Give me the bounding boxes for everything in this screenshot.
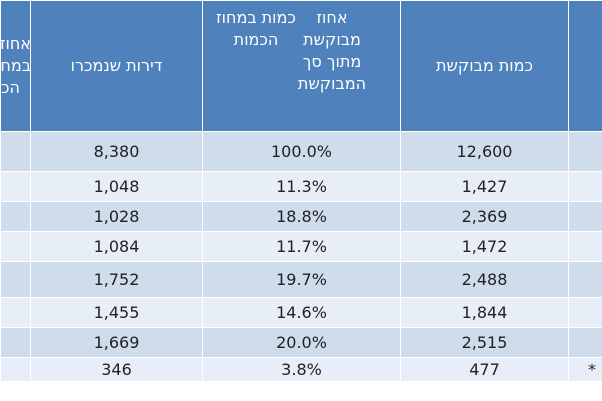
table-row: 1,048 11.3% 1,427 xyxy=(0,171,602,202)
cell-percent: 14.6% xyxy=(202,297,401,328)
header-row: אחוז במחוז הכ דירות שנמכרו כמות במחוז הכ… xyxy=(0,0,602,132)
data-table: אחוז במחוז הכ דירות שנמכרו כמות במחוז הכ… xyxy=(0,0,602,382)
header-blank-column xyxy=(568,0,602,132)
cell-partial xyxy=(0,171,31,202)
header-percent-requested: כמות במחוז הכמות אחוז מבוקשת מתוך סך המב… xyxy=(202,0,401,132)
header-partial-label: אחוז במחוז הכ xyxy=(0,34,31,97)
cell-partial xyxy=(0,261,31,298)
header-requested-qty: כמות מבוקשת xyxy=(400,0,569,132)
cell-mark: * xyxy=(568,357,602,382)
cell-sold: 1,455 xyxy=(30,297,203,328)
header-percent-label: אחוז מבוקשת מתוך סך המבוקשת xyxy=(297,8,367,93)
cell-requested: 12,600 xyxy=(400,131,569,172)
cell-percent: 3.8% xyxy=(202,357,401,382)
cell-partial xyxy=(0,357,31,382)
cell-sold: 1,752 xyxy=(30,261,203,298)
cell-sold: 1,669 xyxy=(30,327,203,358)
table-row: 1,455 14.6% 1,844 xyxy=(0,297,602,328)
table-row: 1,752 19.7% 2,488 xyxy=(0,261,602,298)
cell-mark xyxy=(568,131,602,172)
table-row: 8,380 100.0% 12,600 xyxy=(0,131,602,172)
cell-percent: 19.7% xyxy=(202,261,401,298)
cell-requested: 2,488 xyxy=(400,261,569,298)
cell-mark xyxy=(568,201,602,232)
table-row: 1,028 18.8% 2,369 xyxy=(0,201,602,232)
cell-requested: 477 xyxy=(400,357,569,382)
cell-percent: 11.3% xyxy=(202,171,401,202)
cell-sold: 1,028 xyxy=(30,201,203,232)
cell-partial xyxy=(0,231,31,262)
cell-percent: 100.0% xyxy=(202,131,401,172)
cell-requested: 2,515 xyxy=(400,327,569,358)
header-requested-label: כמות מבוקשת xyxy=(436,56,533,75)
cell-mark xyxy=(568,261,602,298)
table-body: 8,380 100.0% 12,600 1,048 11.3% 1,427 1,028 18.… xyxy=(0,131,602,382)
cell-percent: 20.0% xyxy=(202,327,401,358)
cell-percent: 11.7% xyxy=(202,231,401,262)
cell-partial xyxy=(0,201,31,232)
header-sold-apartments: דירות שנמכרו xyxy=(30,0,203,132)
header-partial-column: אחוז במחוז הכ xyxy=(0,0,31,132)
cell-mark xyxy=(568,231,602,262)
table-row: 346 3.8% 477 * xyxy=(0,357,602,382)
cell-percent: 18.8% xyxy=(202,201,401,232)
cell-sold: 8,380 xyxy=(30,131,203,172)
cell-partial xyxy=(0,131,31,172)
cell-mark xyxy=(568,297,602,328)
header-sold-label: דירות שנמכרו xyxy=(70,56,163,75)
cell-mark xyxy=(568,171,602,202)
header-region-qty-label: כמות במחוז הכמות xyxy=(216,8,296,49)
cell-requested: 1,472 xyxy=(400,231,569,262)
cell-mark xyxy=(568,327,602,358)
table-row: 1,669 20.0% 2,515 xyxy=(0,327,602,358)
cell-requested: 1,844 xyxy=(400,297,569,328)
cell-sold: 1,084 xyxy=(30,231,203,262)
cell-requested: 2,369 xyxy=(400,201,569,232)
cell-requested: 1,427 xyxy=(400,171,569,202)
cell-partial xyxy=(0,327,31,358)
cell-sold: 1,048 xyxy=(30,171,203,202)
cell-sold: 346 xyxy=(30,357,203,382)
table-row: 1,084 11.7% 1,472 xyxy=(0,231,602,262)
cell-partial xyxy=(0,297,31,328)
